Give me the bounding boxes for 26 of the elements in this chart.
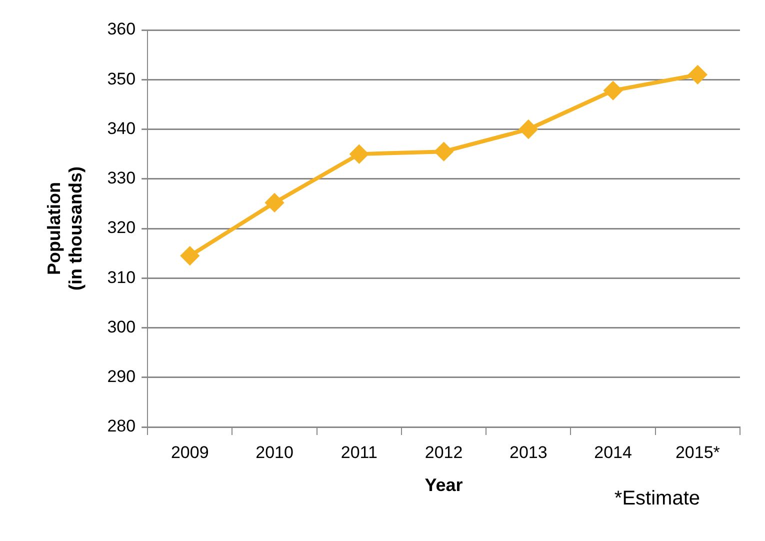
x-tick-label: 2014 bbox=[594, 442, 632, 462]
y-tick-label: 300 bbox=[107, 317, 136, 336]
x-axis-title: Year bbox=[424, 475, 463, 496]
x-tick-label: 2010 bbox=[256, 442, 294, 462]
y-tick-label: 320 bbox=[107, 218, 136, 238]
y-tick-label: 280 bbox=[107, 416, 136, 436]
x-tick-label: 2012 bbox=[424, 442, 463, 462]
point bbox=[266, 194, 284, 212]
y-tick-label: 330 bbox=[107, 168, 136, 188]
point bbox=[350, 145, 368, 164]
point bbox=[604, 82, 622, 100]
y-tick-label: 360 bbox=[107, 20, 136, 39]
y-tick-label: 310 bbox=[107, 268, 136, 287]
point bbox=[434, 142, 453, 161]
y-tick-label: 290 bbox=[107, 367, 136, 386]
point bbox=[180, 246, 199, 265]
text: *Estimate bbox=[614, 488, 700, 510]
point bbox=[519, 120, 538, 138]
y-tick-label: 340 bbox=[107, 118, 136, 138]
x-tick-label: 2015* bbox=[675, 442, 720, 462]
point bbox=[688, 66, 707, 84]
x-tick-label: 2013 bbox=[510, 442, 548, 462]
x-tick-label: 2009 bbox=[170, 442, 209, 462]
y-tick-label: 350 bbox=[107, 69, 136, 88]
x-tick-label: 2011 bbox=[340, 442, 378, 462]
y-axis-title: Population (in thousands) bbox=[44, 166, 86, 290]
